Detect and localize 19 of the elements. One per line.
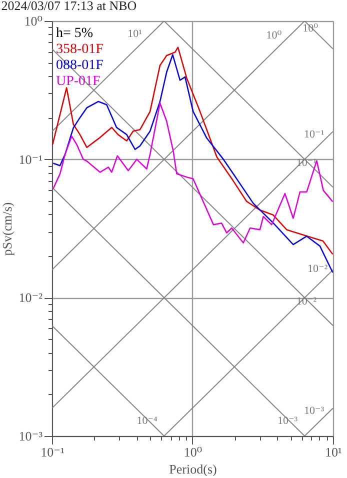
annotation: 10⁰ bbox=[266, 29, 282, 42]
y-tick-label: 10⁻² bbox=[18, 290, 43, 306]
text: 088-01F bbox=[56, 58, 104, 73]
chart-title: 2024/03/07 17:13 at NBO bbox=[1, 0, 137, 13]
annotation: h= 5% bbox=[56, 26, 94, 41]
y-tick-label: 10⁻³ bbox=[18, 428, 43, 444]
annotation: 10¹ bbox=[128, 28, 142, 40]
x-axis-title: Period(s) bbox=[169, 462, 217, 476]
text: UP-01F bbox=[56, 74, 101, 89]
text: 358-01F bbox=[56, 42, 104, 57]
y-axis-title: pSv(cm/s) bbox=[0, 202, 15, 256]
annotation: 10⁻¹ bbox=[304, 128, 324, 140]
x-tick-label: 10¹ bbox=[325, 444, 342, 460]
y-tick-label: 10⁻¹ bbox=[18, 152, 43, 167]
y-tick-label: 10⁰ bbox=[24, 14, 42, 28]
x-tick-label: 10⁻¹ bbox=[40, 444, 64, 460]
annotation: 10⁻³ bbox=[304, 404, 325, 417]
x-tick-label: 10⁰ bbox=[184, 444, 202, 460]
annotation: 10⁻² bbox=[308, 263, 328, 276]
